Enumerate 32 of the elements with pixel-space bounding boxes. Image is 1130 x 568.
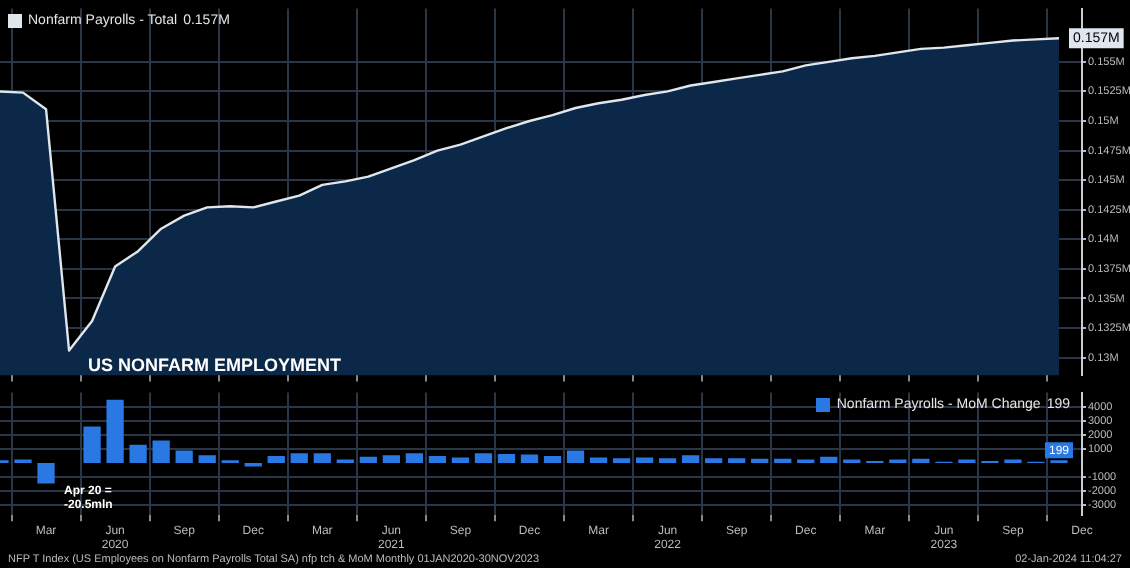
bar	[428, 456, 447, 464]
bar	[589, 457, 608, 464]
bar	[451, 457, 470, 464]
bar	[497, 453, 516, 464]
bar	[83, 426, 101, 464]
bar	[658, 458, 677, 464]
bar	[705, 458, 723, 464]
bar	[405, 453, 424, 464]
bar	[129, 444, 147, 464]
bar	[912, 458, 930, 464]
bar	[566, 450, 585, 464]
bar	[37, 463, 55, 484]
bar	[198, 455, 216, 464]
bar	[612, 458, 631, 464]
bar	[106, 399, 124, 464]
bar	[751, 458, 769, 464]
bar	[728, 458, 746, 464]
bar	[359, 456, 377, 464]
bar	[175, 450, 193, 464]
bar	[520, 454, 539, 464]
text: US NONFARM EMPLOYMENT	[88, 355, 343, 376]
bar	[682, 455, 700, 464]
bar	[382, 455, 400, 464]
bar	[474, 453, 493, 464]
bar	[543, 456, 562, 464]
bar	[635, 457, 654, 464]
bar	[820, 456, 838, 464]
bar	[313, 453, 331, 464]
bar	[774, 458, 792, 464]
bar	[152, 440, 170, 464]
bar	[267, 456, 285, 464]
bar	[290, 453, 308, 464]
